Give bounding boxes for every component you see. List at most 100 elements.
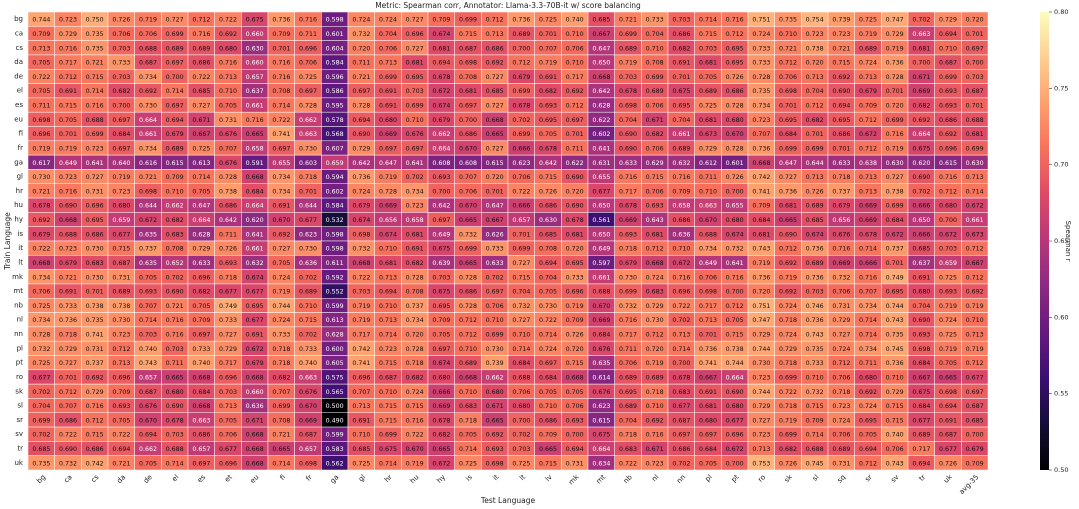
cell-label: 0.685 <box>539 231 557 238</box>
cell-label: 0.679 <box>32 231 50 238</box>
cell-label: 0.689 <box>806 203 824 210</box>
cell-label: 0.679 <box>859 88 877 95</box>
cell-label: 0.714 <box>806 432 824 439</box>
cell-label: 0.663 <box>299 131 317 138</box>
cell-label: 0.667 <box>592 31 610 38</box>
cell-label: 0.664 <box>192 217 210 224</box>
cell-label: 0.668 <box>752 160 770 167</box>
colorbar-tick-label: 0.65 <box>1054 237 1068 245</box>
cell-label: 0.698 <box>139 188 157 195</box>
cell-label: 0.682 <box>806 117 824 124</box>
cell-label: 0.678 <box>619 88 637 95</box>
cell-label: 0.732 <box>832 274 850 281</box>
cell-label: 0.697 <box>459 103 477 110</box>
cell-label: 0.698 <box>939 389 957 396</box>
cell-label: 0.740 <box>566 17 584 24</box>
cell-label: 0.532 <box>326 217 344 224</box>
cell-label: 0.724 <box>272 317 290 324</box>
cell-label: 0.663 <box>699 203 717 210</box>
cell-label: 0.714 <box>672 346 690 353</box>
cell-label: 0.680 <box>432 374 450 381</box>
cell-label: 0.686 <box>192 60 210 67</box>
cell-label: 0.714 <box>699 17 717 24</box>
cell-label: 0.644 <box>139 203 157 210</box>
cell-label: 0.713 <box>219 403 237 410</box>
cell-label: 0.720 <box>806 60 824 67</box>
cell-label: 0.692 <box>779 260 797 267</box>
cell-label: 0.641 <box>726 260 744 267</box>
cell-label: 0.661 <box>966 217 984 224</box>
cell-label: 0.715 <box>379 417 397 424</box>
cell-label: 0.710 <box>566 60 584 67</box>
cell-label: 0.667 <box>192 131 210 138</box>
cell-label: 0.696 <box>86 203 104 210</box>
cell-label: 0.750 <box>86 17 104 24</box>
cell-label: 0.669 <box>859 203 877 210</box>
cell-label: 0.733 <box>112 60 130 67</box>
cell-label: 0.729 <box>192 246 210 253</box>
cell-label: 0.668 <box>32 260 50 267</box>
cell-label: 0.628 <box>326 332 344 339</box>
cell-label: 0.725 <box>859 17 877 24</box>
cell-label: 0.741 <box>86 332 104 339</box>
cell-label: 0.723 <box>832 31 850 38</box>
cell-label: 0.718 <box>299 174 317 181</box>
cell-label: 0.743 <box>886 317 904 324</box>
cell-label: 0.731 <box>86 188 104 195</box>
cell-label: 0.670 <box>272 217 290 224</box>
cell-label: 0.628 <box>592 103 610 110</box>
cell-label: 0.724 <box>859 60 877 67</box>
cell-label: 0.732 <box>459 231 477 238</box>
cell-label: 0.706 <box>139 31 157 38</box>
cell-label: 0.723 <box>112 188 130 195</box>
cell-label: 0.665 <box>779 217 797 224</box>
cell-label: 0.694 <box>539 260 557 267</box>
cell-label: 0.685 <box>486 88 504 95</box>
cell-label: 0.670 <box>139 417 157 424</box>
cell-label: 0.668 <box>352 260 370 267</box>
cell-label: 0.709 <box>166 174 184 181</box>
cell-label: 0.710 <box>699 188 717 195</box>
cell-label: 0.729 <box>752 403 770 410</box>
cell-label: 0.691 <box>672 60 690 67</box>
cell-label: 0.669 <box>619 217 637 224</box>
cell-label: 0.718 <box>646 389 664 396</box>
cell-label: 0.657 <box>512 217 530 224</box>
cell-label: 0.695 <box>566 260 584 267</box>
x-tick-label: gl <box>357 473 367 483</box>
cell-label: 0.699 <box>86 131 104 138</box>
cell-label: 0.711 <box>699 174 717 181</box>
cell-label: 0.633 <box>486 260 504 267</box>
x-tick-label: it <box>492 473 501 482</box>
cell-label: 0.705 <box>272 260 290 267</box>
cell-label: 0.670 <box>459 203 477 210</box>
cell-label: 0.707 <box>459 174 477 181</box>
cell-label: 0.713 <box>379 274 397 281</box>
cell-label: 0.665 <box>272 446 290 453</box>
cell-label: 0.680 <box>726 217 744 224</box>
cell-label: 0.597 <box>592 260 610 267</box>
cell-label: 0.742 <box>752 174 770 181</box>
cell-label: 0.714 <box>272 460 290 467</box>
cell-label: 0.705 <box>566 389 584 396</box>
cell-label: 0.673 <box>966 231 984 238</box>
cell-label: 0.724 <box>752 31 770 38</box>
cell-label: 0.676 <box>219 131 237 138</box>
cell-label: 0.683 <box>166 231 184 238</box>
cell-label: 0.751 <box>752 303 770 310</box>
cell-label: 0.717 <box>619 188 637 195</box>
cell-label: 0.684 <box>886 217 904 224</box>
cell-label: 0.718 <box>59 332 77 339</box>
cell-label: 0.711 <box>219 231 237 238</box>
cell-label: 0.698 <box>486 460 504 467</box>
cell-label: 0.586 <box>326 88 344 95</box>
cell-label: 0.699 <box>272 403 290 410</box>
cell-label: 0.719 <box>779 274 797 281</box>
cell-label: 0.671 <box>646 446 664 453</box>
y-tick-label: hr <box>16 187 23 195</box>
cell-label: 0.696 <box>939 145 957 152</box>
cell-label: 0.726 <box>539 188 557 195</box>
cell-label: 0.709 <box>672 188 690 195</box>
cell-label: 0.702 <box>512 432 530 439</box>
cell-label: 0.727 <box>406 45 424 52</box>
